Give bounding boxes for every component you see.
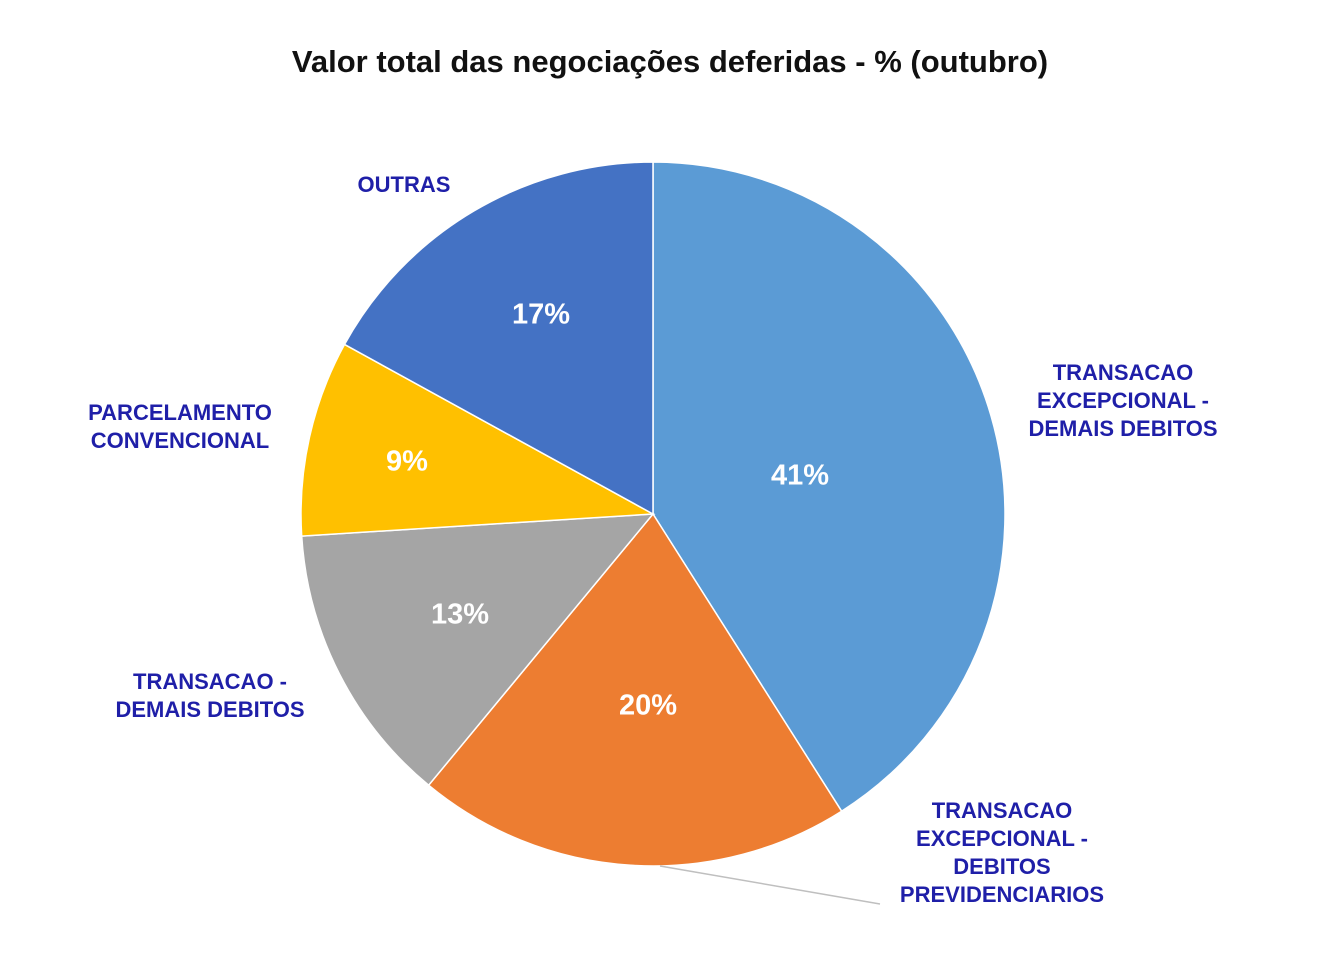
- chart-title: Valor total das negociações deferidas - …: [291, 44, 1049, 79]
- slice-category-label: TRANSACAO -DEMAIS DEBITOS: [115, 669, 304, 722]
- slice-value-label: 41%: [771, 460, 829, 492]
- value-labels: 41% 20% 13% 9% 17%: [386, 299, 829, 722]
- slice-value-label: 9%: [386, 446, 428, 478]
- pie-slice: [300, 343, 656, 537]
- pie-slices: [300, 161, 1006, 867]
- slice-category-label: TRANSACAO EXCEPCIONAL -DEBITOS PREVIDENCIA…: [900, 798, 1104, 907]
- leader-lines: [659, 865, 881, 905]
- pie-slice: [343, 161, 654, 516]
- pie-slice: [652, 161, 1006, 813]
- slice-value-label: 13%: [431, 599, 489, 631]
- leader-line: [659, 865, 881, 905]
- slice-value-label: 17%: [512, 299, 570, 331]
- pie-slice: [427, 512, 843, 867]
- slice-category-label: PARCELAMENTO CONVENCIONAL: [88, 400, 272, 453]
- slice-category-label: TRANSACAO EXCEPCIONAL -DEMAIS DEBITOS: [1028, 360, 1217, 441]
- slice-category-label: OUTRAS: [358, 172, 451, 197]
- category-labels: TRANSACAO EXCEPCIONAL -DEMAIS DEBITOS TRAN…: [88, 172, 1217, 907]
- pie-slice: [300, 513, 655, 787]
- slice-value-label: 20%: [619, 690, 677, 722]
